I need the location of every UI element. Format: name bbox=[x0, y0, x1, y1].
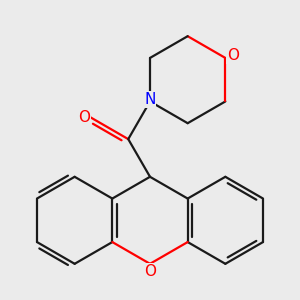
Text: O: O bbox=[227, 48, 239, 63]
Text: O: O bbox=[144, 264, 156, 279]
Text: N: N bbox=[144, 92, 156, 107]
Text: O: O bbox=[78, 110, 90, 125]
